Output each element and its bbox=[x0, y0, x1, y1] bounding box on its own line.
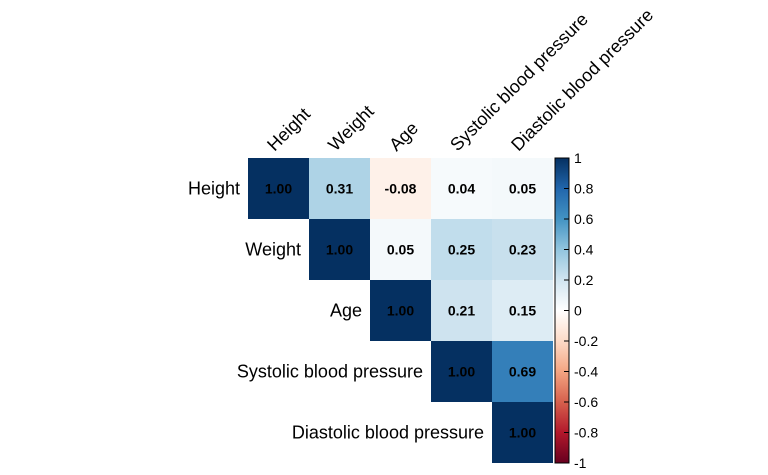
cell-height-age bbox=[370, 158, 431, 219]
colorbar-tick-label: -0.4 bbox=[574, 364, 598, 380]
colorbar-tick-label: 0.8 bbox=[574, 181, 594, 197]
row-label-systolic-blood-pressure: Systolic blood pressure bbox=[237, 362, 423, 382]
cell-label-height-age: -0.08 bbox=[385, 181, 417, 197]
cell-label-height-height: 1.00 bbox=[265, 181, 292, 197]
row-label-diastolic-blood-pressure: Diastolic blood pressure bbox=[292, 423, 484, 443]
column-label-height: Height bbox=[263, 104, 314, 155]
cell-label-systolic-blood-pressure-diastolic-blood-pressure: 0.69 bbox=[509, 364, 536, 380]
row-label-age: Age bbox=[330, 301, 362, 321]
cell-height-systolic-blood-pressure bbox=[431, 158, 492, 219]
cell-diastolic-blood-pressure-diastolic-blood-pressure bbox=[492, 402, 553, 463]
cell-label-height-weight: 0.31 bbox=[326, 181, 353, 197]
cell-systolic-blood-pressure-diastolic-blood-pressure bbox=[492, 341, 553, 402]
colorbar-tick-label: 0 bbox=[574, 303, 582, 319]
colorbar-tick-label: 0.6 bbox=[574, 211, 594, 227]
cell-age-age bbox=[370, 280, 431, 341]
cell-label-height-systolic-blood-pressure: 0.04 bbox=[448, 181, 475, 197]
cell-label-weight-diastolic-blood-pressure: 0.23 bbox=[509, 242, 536, 258]
cell-weight-diastolic-blood-pressure bbox=[492, 219, 553, 280]
cell-label-systolic-blood-pressure-systolic-blood-pressure: 1.00 bbox=[448, 364, 475, 380]
cell-label-age-age: 1.00 bbox=[387, 303, 414, 319]
cell-label-weight-systolic-blood-pressure: 0.25 bbox=[448, 242, 475, 258]
colorbar-tick-label: -0.2 bbox=[574, 333, 598, 349]
cell-weight-systolic-blood-pressure bbox=[431, 219, 492, 280]
cell-age-systolic-blood-pressure bbox=[431, 280, 492, 341]
cell-label-age-systolic-blood-pressure: 0.21 bbox=[448, 303, 475, 319]
colorbar-tick-label: -1 bbox=[574, 455, 587, 471]
cell-label-age-diastolic-blood-pressure: 0.15 bbox=[509, 303, 536, 319]
colorbar-tick-label: 1 bbox=[574, 150, 582, 166]
cell-label-weight-age: 0.05 bbox=[387, 242, 414, 258]
colorbar-tick-label: 0.2 bbox=[574, 272, 594, 288]
cell-label-diastolic-blood-pressure-diastolic-blood-pressure: 1.00 bbox=[509, 425, 536, 441]
cell-weight-weight bbox=[309, 219, 370, 280]
colorbar-tick-label: 0.4 bbox=[574, 242, 594, 258]
cell-height-diastolic-blood-pressure bbox=[492, 158, 553, 219]
cell-label-height-diastolic-blood-pressure: 0.05 bbox=[509, 181, 536, 197]
cell-height-height bbox=[248, 158, 309, 219]
cell-systolic-blood-pressure-systolic-blood-pressure bbox=[431, 341, 492, 402]
cell-age-diastolic-blood-pressure bbox=[492, 280, 553, 341]
column-label-weight: Weight bbox=[324, 101, 378, 155]
cell-weight-age bbox=[370, 219, 431, 280]
colorbar-tick-label: -0.6 bbox=[574, 394, 598, 410]
cell-label-weight-weight: 1.00 bbox=[326, 242, 353, 258]
row-label-height: Height bbox=[188, 179, 240, 199]
row-label-weight: Weight bbox=[245, 240, 301, 260]
cell-height-weight bbox=[309, 158, 370, 219]
column-label-age: Age bbox=[385, 118, 422, 155]
colorbar bbox=[555, 158, 569, 463]
colorbar-tick-label: -0.8 bbox=[574, 425, 598, 441]
